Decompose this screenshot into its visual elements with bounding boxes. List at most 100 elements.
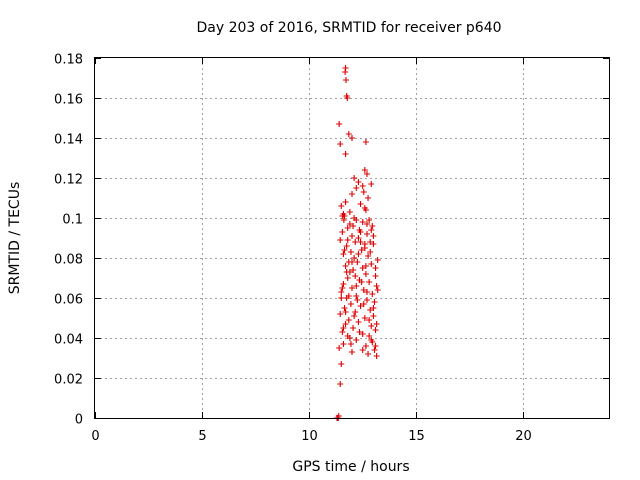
data-point: [367, 307, 374, 313]
data-point: [357, 239, 364, 245]
x-tick-label: 20: [515, 429, 532, 444]
data-point: [368, 323, 375, 329]
data-point: [371, 347, 378, 353]
data-point: [345, 131, 352, 137]
data-point: [372, 273, 379, 279]
data-point: [353, 337, 360, 343]
data-point: [357, 229, 364, 235]
y-tick-label: 0: [75, 413, 83, 428]
data-point: [372, 265, 379, 271]
data-point: [363, 297, 370, 303]
data-point: [336, 345, 343, 351]
y-tick-label: 0.06: [54, 293, 83, 308]
data-point: [352, 309, 359, 315]
data-point: [362, 139, 369, 145]
chart-title: Day 203 of 2016, SRMTID for receiver p64…: [196, 20, 501, 36]
data-point: [346, 221, 353, 227]
data-point: [347, 249, 354, 255]
y-tick-label: 0.12: [54, 173, 83, 188]
y-tick-label: 0.14: [54, 133, 83, 148]
data-point: [361, 315, 368, 321]
x-tick-label: 10: [301, 429, 318, 444]
data-point: [357, 303, 364, 309]
data-point: [369, 223, 376, 229]
data-point: [354, 259, 361, 265]
data-point: [360, 189, 367, 195]
data-point: [374, 257, 381, 263]
data-point: [373, 321, 380, 327]
data-point: [370, 313, 377, 319]
data-point: [361, 241, 368, 247]
axis-ticks: 0 5 10 15 20 0 0.02 0.04 0.06 0.08 0.1 0.12 0.14 0.16…: [54, 53, 609, 444]
x-tick-label: 0: [91, 429, 99, 444]
data-point: [370, 241, 377, 247]
data-point: [342, 199, 349, 205]
data-point: [346, 209, 353, 215]
data-point: [359, 265, 366, 271]
data-point: [358, 279, 365, 285]
data-point: [372, 343, 379, 349]
data-point: [339, 285, 346, 291]
data-point: [336, 121, 343, 127]
data-point: [360, 301, 367, 307]
data-point: [363, 289, 370, 295]
data-point: [363, 231, 370, 237]
data-point: [345, 317, 352, 323]
y-tick-label: 0.02: [54, 373, 83, 388]
data-point: [343, 269, 350, 275]
data-point: [362, 207, 369, 213]
data-point: [349, 233, 355, 239]
data-point: [359, 347, 366, 353]
data-point: [363, 221, 370, 227]
data-point: [355, 319, 362, 325]
y-tick-label: 0.1: [62, 213, 83, 228]
x-axis-label: GPS time / hours: [292, 459, 409, 475]
data-point: [370, 233, 377, 239]
data-point: [359, 219, 366, 225]
data-point: [351, 175, 358, 181]
data-point: [342, 309, 349, 315]
data-point: [349, 191, 355, 197]
data-point: [368, 227, 375, 233]
data-point: [343, 77, 350, 83]
y-tick-label: 0.16: [54, 93, 83, 108]
data-point: [353, 185, 360, 191]
data-point: [366, 333, 373, 339]
y-tick-label: 0.18: [54, 53, 83, 68]
data-point: [365, 253, 372, 259]
x-tick-label: 5: [198, 429, 206, 444]
data-point: [352, 273, 359, 279]
data-point: [338, 289, 345, 295]
data-point: [351, 313, 358, 319]
data-point: [365, 351, 372, 357]
data-point: [353, 293, 360, 299]
data-point: [338, 203, 345, 209]
data-point: [349, 349, 355, 355]
data-point: [344, 237, 351, 243]
data-point: [372, 327, 379, 333]
x-tick-label: 15: [408, 429, 425, 444]
data-point: [373, 283, 380, 289]
data-point: [352, 239, 359, 245]
data-point: [349, 135, 355, 141]
data-point: [350, 223, 357, 229]
data-point: [344, 95, 351, 101]
data-point: [362, 343, 369, 349]
data-point: [368, 181, 375, 187]
data-point: [342, 263, 349, 269]
data-point: [359, 183, 366, 189]
data-point: [337, 311, 344, 317]
data-point: [344, 225, 351, 231]
data-point: [368, 261, 375, 267]
data-point: [337, 141, 344, 147]
data-point: [342, 321, 349, 327]
data-point: [356, 329, 363, 335]
data-point: [368, 337, 375, 343]
data-point: [340, 325, 347, 331]
data-point: [340, 217, 347, 223]
data-point: [363, 171, 370, 177]
data-point: [358, 247, 365, 253]
data-point: [367, 249, 374, 255]
data-point: [343, 243, 350, 249]
data-point: [338, 295, 345, 301]
